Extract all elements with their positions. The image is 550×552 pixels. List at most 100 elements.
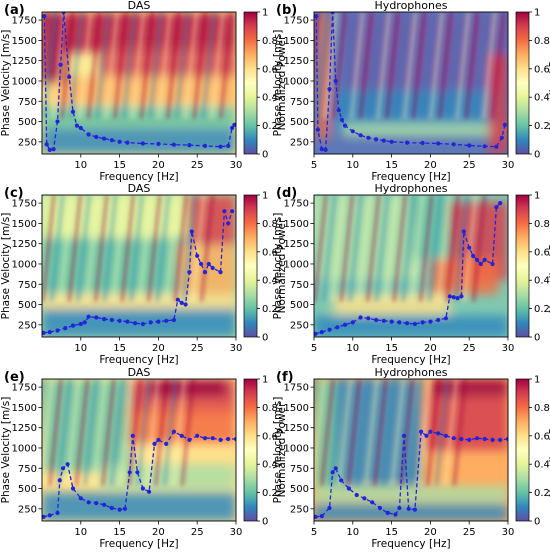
curve-point-24 xyxy=(502,122,507,127)
x-tick-label: 15 xyxy=(385,160,398,171)
y-tick-label: 500 xyxy=(290,117,309,128)
curve-point-2 xyxy=(319,147,324,152)
x-tick-label: 30 xyxy=(230,527,243,538)
colorbar: 0 0.2 0.4 0.6 0.8 1 Normalized Power xyxy=(243,191,288,344)
colorbar-tick-label: 0.2 xyxy=(262,488,278,499)
x-tick-label: 15 xyxy=(113,343,126,354)
curve-point-8 xyxy=(362,496,367,501)
colorbar-gradient xyxy=(243,11,258,155)
curve-point-9 xyxy=(102,317,107,322)
curve-point-22 xyxy=(451,436,456,441)
colorbar-label: Normalized Power xyxy=(276,218,288,313)
x-tick-label: 10 xyxy=(74,160,87,171)
colorbar-gradient xyxy=(243,194,258,338)
colorbar-label: Normalized Power xyxy=(548,402,550,497)
x-axis-label: Frequency [Hz] xyxy=(371,171,450,183)
curve-point-32 xyxy=(230,209,235,214)
colorbar-tick-label: 0.2 xyxy=(534,121,550,132)
axes-frame xyxy=(41,194,237,338)
curve-point-22 xyxy=(171,429,176,434)
curve-point-2 xyxy=(55,510,60,515)
colorbar-gradient xyxy=(515,11,530,155)
y-tick-label: 1500 xyxy=(284,36,309,47)
panel-letter: (d) xyxy=(276,186,297,201)
curve-point-29 xyxy=(505,436,508,442)
curve-point-16 xyxy=(135,470,140,475)
curve-point-28 xyxy=(218,437,223,442)
curve-point-14 xyxy=(420,320,425,325)
heatmap-field xyxy=(314,379,508,521)
colorbar-label: Normalized Power xyxy=(548,35,550,130)
curve-point-9 xyxy=(342,123,348,128)
curve-point-27 xyxy=(206,261,211,267)
curve-point-12 xyxy=(393,512,398,517)
x-tick-label: 20 xyxy=(424,527,437,538)
colorbar-tick-label: 1 xyxy=(262,375,268,386)
heatmap-field xyxy=(42,195,236,337)
heatmap-field xyxy=(42,379,236,521)
curve-point-12 xyxy=(117,507,122,512)
dispersion-curve xyxy=(43,12,235,151)
x-tick-label: 10 xyxy=(346,343,359,354)
curve-point-19 xyxy=(451,142,456,147)
y-tick-label: 1750 xyxy=(12,199,37,210)
curve-point-2 xyxy=(327,505,332,511)
colorbar-tick-label: 1 xyxy=(262,8,268,19)
curve-point-23 xyxy=(179,433,184,438)
curve-point-26 xyxy=(202,270,208,275)
colorbar-tick-label: 0 xyxy=(534,517,540,528)
curve-point-0 xyxy=(42,14,47,19)
x-tick-label: 25 xyxy=(463,343,476,354)
curve-point-11 xyxy=(385,510,390,515)
curve-point-5 xyxy=(339,478,344,483)
curve-point-5 xyxy=(65,462,70,467)
x-tick-label: 30 xyxy=(230,343,243,354)
colorbar-tick-label: 0.8 xyxy=(534,403,550,414)
curve-point-22 xyxy=(187,270,192,275)
x-tick-label: 10 xyxy=(74,343,87,354)
curve-point-18 xyxy=(147,489,152,494)
axes-frame xyxy=(313,11,509,155)
y-tick-label: 1500 xyxy=(284,403,309,414)
y-tick-label: 750 xyxy=(290,97,309,108)
curve-point-11 xyxy=(397,320,402,325)
curve-point-20 xyxy=(156,437,161,442)
curve-point-2 xyxy=(55,328,60,333)
curve-point-30 xyxy=(498,201,503,206)
panel-1: 10 15 20 25 302505007501000125015001750DASFr… xyxy=(0,0,288,183)
colorbar-tick-label: 0.6 xyxy=(262,431,278,442)
y-tick-label: 750 xyxy=(18,464,37,475)
x-tick-label: 5 xyxy=(311,343,317,354)
curve-point-25 xyxy=(195,433,200,438)
y-tick-label: 1250 xyxy=(284,423,309,434)
curve-point-14 xyxy=(140,321,145,327)
curve-point-4 xyxy=(70,323,76,328)
curve-point-10 xyxy=(109,317,114,323)
colorbar-tick-label: 0.4 xyxy=(534,93,550,104)
curve-point-16 xyxy=(436,317,441,323)
x-tick-label: 25 xyxy=(191,527,204,538)
curve-point-6 xyxy=(346,486,351,491)
y-tick-label: 1750 xyxy=(284,199,309,210)
curve-point-15 xyxy=(148,320,153,325)
curve-point-11 xyxy=(117,318,122,323)
x-tick-label: 30 xyxy=(230,160,243,171)
curve-point-18 xyxy=(447,294,452,299)
curve-point-8 xyxy=(374,317,379,323)
colorbar-tick-label: 0.4 xyxy=(262,93,278,104)
curve-point-0 xyxy=(42,514,46,519)
panel-6: 5 10 15 20 25 302505007501000125015001750Hydr… xyxy=(272,366,550,550)
curve-point-28 xyxy=(490,261,495,267)
curve-point-11 xyxy=(86,132,91,137)
curve-point-5 xyxy=(350,320,355,325)
curve-point-16 xyxy=(125,140,130,145)
curve-point-8 xyxy=(339,117,344,122)
curve-point-12 xyxy=(366,135,371,140)
curve-point-21 xyxy=(202,143,208,148)
colorbar-tick-label: 0.6 xyxy=(534,431,550,442)
colorbar-label: Normalized Power xyxy=(548,218,550,313)
curve-point-3 xyxy=(335,325,340,330)
curve-point-19 xyxy=(152,441,157,446)
x-tick-label: 5 xyxy=(311,527,317,538)
x-axis-label: Frequency [Hz] xyxy=(99,171,178,183)
